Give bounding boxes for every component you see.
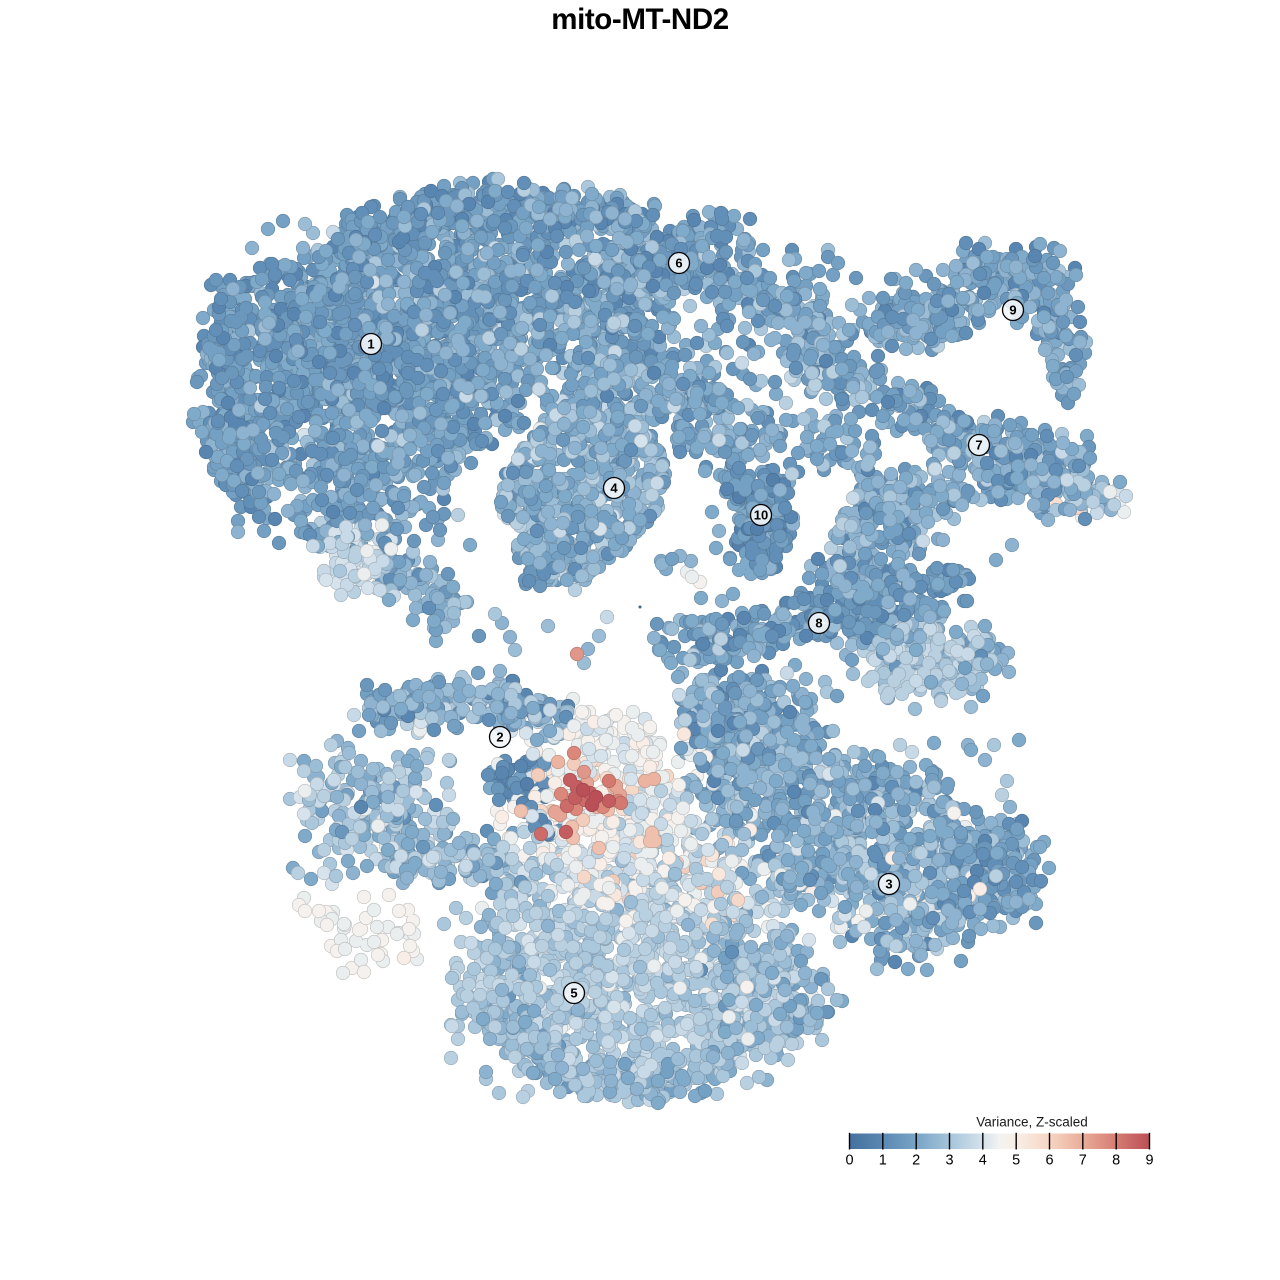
svg-text:6: 6: [1045, 1152, 1053, 1168]
svg-text:10: 10: [754, 508, 768, 523]
svg-text:mito-MT-ND2: mito-MT-ND2: [551, 3, 729, 36]
svg-text:5: 5: [570, 986, 577, 1001]
svg-text:2: 2: [912, 1152, 920, 1168]
svg-text:4: 4: [610, 481, 618, 496]
svg-text:3: 3: [945, 1152, 953, 1168]
svg-text:6: 6: [675, 256, 682, 271]
svg-text:7: 7: [1079, 1152, 1087, 1168]
svg-text:8: 8: [815, 616, 822, 631]
svg-text:0: 0: [845, 1152, 853, 1168]
svg-text:8: 8: [1112, 1152, 1120, 1168]
svg-text:9: 9: [1145, 1152, 1153, 1168]
svg-text:Variance, Z-scaled: Variance, Z-scaled: [976, 1115, 1088, 1130]
svg-text:9: 9: [1009, 303, 1016, 318]
svg-text:3: 3: [885, 877, 892, 892]
svg-text:2: 2: [496, 730, 503, 745]
svg-text:4: 4: [979, 1152, 987, 1168]
svg-text:7: 7: [975, 438, 982, 453]
svg-text:5: 5: [1012, 1152, 1020, 1168]
svg-text:1: 1: [367, 337, 374, 352]
svg-text:1: 1: [879, 1152, 887, 1168]
